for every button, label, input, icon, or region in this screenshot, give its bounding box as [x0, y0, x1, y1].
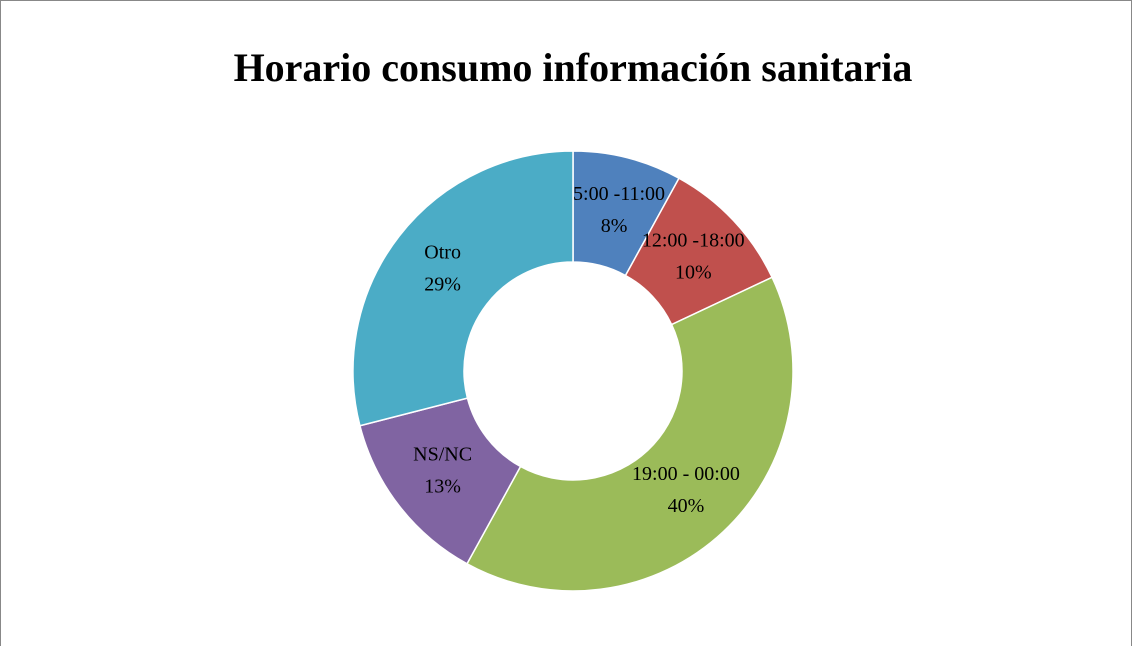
slice-value-label: 40%	[668, 495, 705, 517]
slice-value-label: 13%	[424, 476, 461, 498]
chart-title: Horario consumo información sanitaria	[234, 45, 913, 90]
slice-category-label: 05:00 -11:00	[563, 183, 665, 205]
donut-slice	[352, 150, 574, 427]
slice-value-label: 10%	[675, 262, 712, 284]
slice-category-label: 12:00 -18:00	[642, 230, 745, 252]
slice-value-label: 29%	[424, 273, 461, 295]
donut-slice	[465, 276, 794, 592]
slice-category-label: 19:00 - 00:00	[632, 463, 740, 485]
slice-category-label: Otro	[424, 241, 461, 263]
slice-value-label: 8%	[601, 215, 628, 237]
slice-category-label: NS/NC	[413, 444, 472, 466]
